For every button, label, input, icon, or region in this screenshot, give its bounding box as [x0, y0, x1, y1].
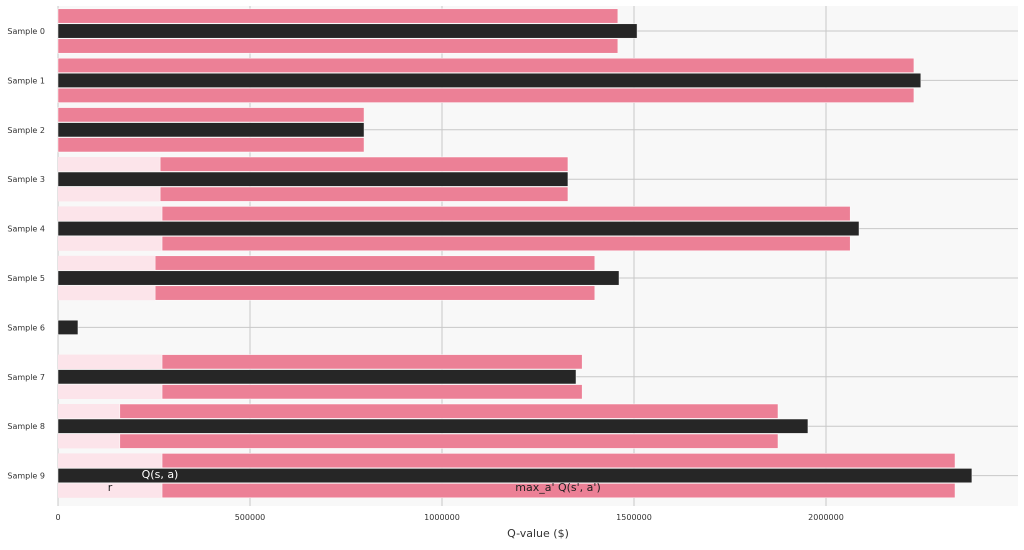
x-tick-label: 1000000 — [424, 513, 460, 522]
bar-q-value — [57, 72, 922, 88]
bar-max-next-q — [161, 384, 583, 400]
bar-q-value — [57, 122, 365, 138]
x-tick-label: 0 — [55, 513, 60, 522]
bar-max-next-q — [119, 433, 779, 449]
bar-q-value — [57, 369, 577, 385]
y-tick-label: Sample 2 — [7, 126, 45, 135]
y-tick-label: Sample 9 — [7, 472, 45, 481]
y-tick-label: Sample 0 — [7, 27, 45, 36]
bar-q-value — [57, 418, 809, 434]
bar-r — [58, 434, 120, 449]
bar-max-next-q — [161, 453, 956, 469]
bar-r — [58, 285, 156, 301]
bar-max-next-q — [57, 8, 619, 24]
bar-max-next-q — [161, 483, 956, 499]
bar-r — [58, 453, 163, 468]
y-tick-label: Sample 1 — [7, 76, 45, 85]
annotation-q: Q(s, a) — [142, 468, 179, 481]
bar-q-value — [57, 171, 569, 187]
y-tick-label: Sample 4 — [7, 225, 45, 234]
bar-q-value — [57, 468, 973, 484]
bar-r — [58, 404, 120, 419]
bar-q-value — [57, 23, 638, 39]
bar-r — [58, 255, 156, 271]
y-tick-label: Sample 3 — [7, 175, 45, 184]
bar-max-next-q — [57, 137, 365, 153]
bar-max-next-q — [154, 255, 596, 271]
y-tick-label: Sample 5 — [7, 274, 45, 283]
x-tick-label: 500000 — [235, 513, 266, 522]
bar-max-next-q — [161, 206, 851, 222]
x-axis-label: Q-value ($) — [507, 527, 569, 540]
bar-max-next-q — [161, 354, 583, 370]
bar-r — [58, 236, 163, 251]
bar-q-value — [57, 221, 860, 237]
bar-max-next-q — [57, 57, 915, 73]
bar-r — [58, 483, 163, 498]
bar-max-next-q — [159, 186, 569, 202]
bar-r — [58, 384, 163, 399]
bar-max-next-q — [57, 107, 365, 123]
bar-max-next-q — [57, 38, 619, 54]
bar-max-next-q — [154, 285, 596, 301]
bar-r — [58, 187, 161, 202]
bar-r — [58, 354, 163, 369]
bar-r — [58, 206, 163, 221]
y-tick-label: Sample 7 — [7, 373, 45, 382]
bar-max-next-q — [159, 156, 569, 172]
bar-q-value — [57, 319, 79, 335]
y-tick-label: Sample 6 — [7, 323, 45, 332]
bar-max-next-q — [57, 87, 915, 103]
bar-max-next-q — [119, 403, 779, 419]
bar-max-next-q — [161, 236, 851, 252]
x-tick-label: 2000000 — [808, 513, 844, 522]
x-tick-label: 1500000 — [616, 513, 652, 522]
annotation-r: r — [108, 481, 113, 494]
y-tick-label: Sample 8 — [7, 422, 45, 431]
bar-r — [58, 157, 161, 172]
annotation-maxq: max_a' Q(s', a') — [515, 481, 600, 494]
bar-q-value — [57, 270, 620, 286]
